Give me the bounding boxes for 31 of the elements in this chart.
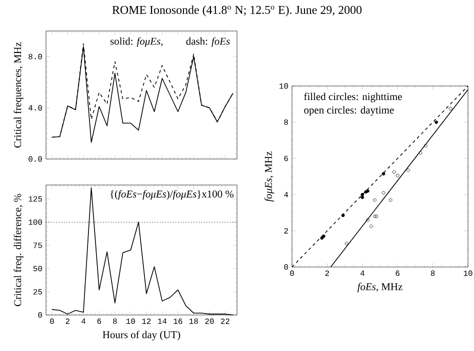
point (424, 144, 428, 148)
annotation: filled circles: nighttime (304, 92, 402, 102)
point (406, 168, 410, 172)
point (322, 234, 326, 238)
y-axis-title: foμEs, MHz (264, 152, 274, 202)
point (392, 170, 396, 174)
point (418, 151, 422, 155)
annotation: solid: foμEs, (110, 37, 163, 47)
annotation: {(foEs−foμEs)/foμEs}x100 % (110, 190, 234, 200)
point (370, 224, 373, 228)
point (434, 120, 438, 124)
chart-title: ROME Ionosonde (41.8$^{o}$ N; 12.5$^{o}$ E). June 29, 2000 (112, 6, 362, 16)
point (382, 172, 386, 176)
point (344, 242, 348, 246)
point (360, 192, 364, 196)
x-axis-title: Hours of day (UT) (102, 330, 180, 340)
point (341, 214, 345, 218)
point (388, 198, 392, 202)
point (373, 214, 376, 218)
point (448, 106, 452, 110)
point (373, 198, 376, 202)
point (374, 214, 378, 218)
point (360, 196, 364, 200)
annotation: dash: foEs (186, 37, 230, 47)
y-axis-title: Critical frequences, MHz (14, 42, 24, 148)
annotation: open circles: daytime (304, 106, 394, 116)
point (396, 174, 400, 178)
point (382, 191, 386, 194)
y-axis-title: Critical freq. difference, % (14, 194, 24, 306)
x-axis-title: foEs, MHz (357, 282, 402, 292)
point (366, 218, 370, 222)
